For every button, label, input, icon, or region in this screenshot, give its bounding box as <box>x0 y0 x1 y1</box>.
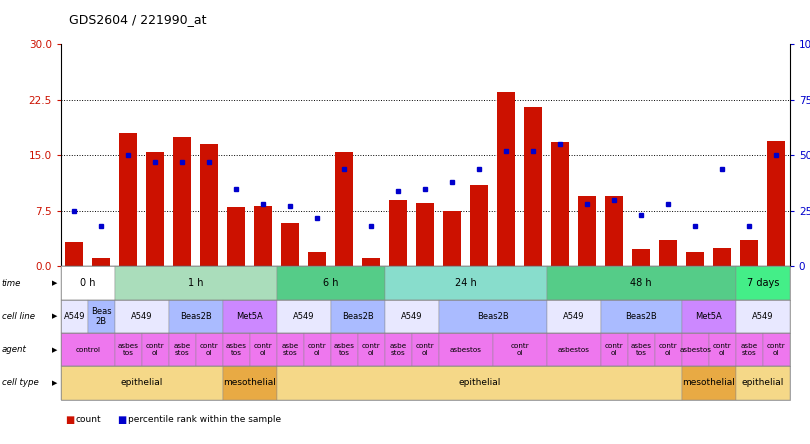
Bar <box>335 152 353 266</box>
Text: contr
ol: contr ol <box>254 343 273 356</box>
Text: contr
ol: contr ol <box>362 343 381 356</box>
Bar <box>390 200 407 266</box>
Text: A549: A549 <box>131 312 152 321</box>
Text: A549: A549 <box>293 312 314 321</box>
Bar <box>444 211 461 266</box>
Bar <box>633 250 650 266</box>
Text: contr
ol: contr ol <box>767 343 786 356</box>
Bar <box>228 207 245 266</box>
Text: 0 h: 0 h <box>80 278 96 288</box>
Bar <box>714 248 731 266</box>
Text: control: control <box>75 347 100 353</box>
Text: ▶: ▶ <box>52 280 58 286</box>
Text: asbe
stos: asbe stos <box>390 343 407 356</box>
Text: contr
ol: contr ol <box>659 343 678 356</box>
Text: contr
ol: contr ol <box>308 343 326 356</box>
Text: Met5A: Met5A <box>237 312 263 321</box>
Text: asbes
tos: asbes tos <box>226 343 247 356</box>
Bar <box>552 142 569 266</box>
Bar <box>147 152 164 266</box>
Text: 6 h: 6 h <box>323 278 339 288</box>
Text: epithelial: epithelial <box>742 378 784 388</box>
Bar <box>416 203 434 266</box>
Text: percentile rank within the sample: percentile rank within the sample <box>128 415 281 424</box>
Text: Beas2B: Beas2B <box>625 312 657 321</box>
Bar <box>309 252 326 266</box>
Text: GDS2604 / 221990_at: GDS2604 / 221990_at <box>69 13 207 26</box>
Bar <box>92 258 110 266</box>
Text: mesothelial: mesothelial <box>224 378 276 388</box>
Bar <box>120 133 137 266</box>
Text: Beas2B: Beas2B <box>342 312 373 321</box>
Bar <box>254 206 272 266</box>
Text: time: time <box>2 278 21 288</box>
Text: epithelial: epithelial <box>121 378 163 388</box>
Bar <box>201 144 218 266</box>
Text: asbestos: asbestos <box>680 347 711 353</box>
Bar <box>768 141 785 266</box>
Text: mesothelial: mesothelial <box>682 378 735 388</box>
Bar <box>363 258 380 266</box>
Text: asbe
stos: asbe stos <box>173 343 191 356</box>
Text: A549: A549 <box>563 312 585 321</box>
Text: ▶: ▶ <box>52 313 58 319</box>
Text: asbes
tos: asbes tos <box>117 343 139 356</box>
Text: asbe
stos: asbe stos <box>282 343 299 356</box>
Text: cell line: cell line <box>2 312 35 321</box>
Text: Met5A: Met5A <box>695 312 723 321</box>
Text: contr
ol: contr ol <box>510 343 529 356</box>
Text: ■: ■ <box>117 415 126 424</box>
Text: contr
ol: contr ol <box>605 343 624 356</box>
Bar <box>659 241 677 266</box>
Text: ▶: ▶ <box>52 347 58 353</box>
Bar <box>173 137 191 266</box>
Text: contr
ol: contr ol <box>713 343 731 356</box>
Bar <box>282 223 299 266</box>
Text: Beas2B: Beas2B <box>477 312 509 321</box>
Text: contr
ol: contr ol <box>416 343 435 356</box>
Bar <box>525 107 542 266</box>
Text: asbe
stos: asbe stos <box>740 343 758 356</box>
Bar <box>471 185 488 266</box>
Text: contr
ol: contr ol <box>200 343 219 356</box>
Bar <box>740 241 758 266</box>
Text: 7 days: 7 days <box>747 278 779 288</box>
Bar <box>497 92 515 266</box>
Text: ▶: ▶ <box>52 380 58 386</box>
Text: Beas2B: Beas2B <box>180 312 211 321</box>
Bar <box>66 242 83 266</box>
Text: asbestos: asbestos <box>558 347 590 353</box>
Bar <box>606 196 623 266</box>
Bar <box>687 252 704 266</box>
Text: count: count <box>75 415 101 424</box>
Text: asbes
tos: asbes tos <box>631 343 652 356</box>
Text: agent: agent <box>2 345 27 354</box>
Text: Beas
2B: Beas 2B <box>91 307 112 326</box>
Bar <box>578 196 596 266</box>
Text: 1 h: 1 h <box>188 278 203 288</box>
Text: A549: A549 <box>752 312 774 321</box>
Text: 48 h: 48 h <box>630 278 652 288</box>
Text: contr
ol: contr ol <box>146 343 164 356</box>
Text: epithelial: epithelial <box>458 378 501 388</box>
Text: asbes
tos: asbes tos <box>334 343 355 356</box>
Text: cell type: cell type <box>2 378 38 388</box>
Text: asbestos: asbestos <box>450 347 482 353</box>
Text: A549: A549 <box>401 312 423 321</box>
Text: ■: ■ <box>65 415 74 424</box>
Text: A549: A549 <box>63 312 85 321</box>
Text: 24 h: 24 h <box>455 278 476 288</box>
